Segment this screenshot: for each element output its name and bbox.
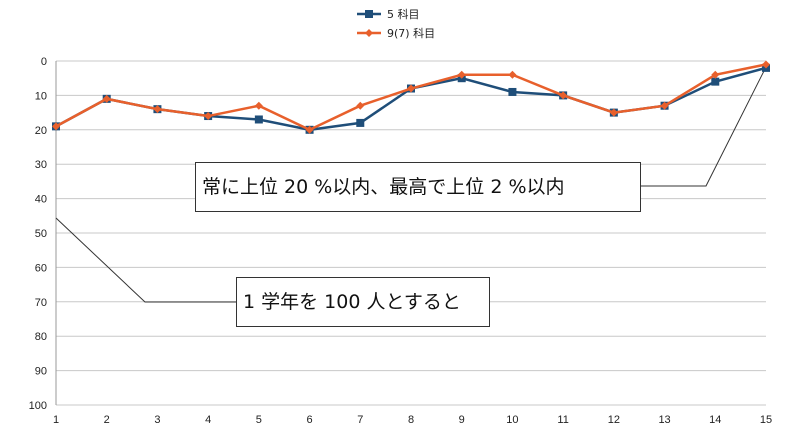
- callout-leader-lines: [55, 66, 767, 303]
- x-tick-label: 6: [307, 414, 313, 426]
- legend-marker: [365, 10, 373, 18]
- data-point: [153, 105, 162, 114]
- x-tick-label: 9: [459, 414, 465, 426]
- data-point: [254, 101, 263, 110]
- data-point: [508, 87, 517, 96]
- legend-label: 5 科目: [387, 7, 420, 21]
- data-point: [711, 77, 720, 86]
- data-point: [356, 101, 365, 110]
- data-point: [609, 108, 618, 117]
- callout-top-ratio: 常に上位 20 %以内、最高で上位 2 %以内: [195, 162, 641, 212]
- data-point: [407, 84, 415, 93]
- x-tick-label: 11: [557, 414, 568, 426]
- y-tick-label: 50: [35, 228, 47, 240]
- y-tick-label: 0: [41, 56, 47, 68]
- y-tick-label: 10: [35, 90, 47, 102]
- x-tick-label: 15: [760, 414, 772, 426]
- x-tick-label: 2: [104, 414, 110, 426]
- x-tick-label: 13: [658, 414, 670, 426]
- legend-label: 9(7) 科目: [387, 26, 435, 40]
- x-axis-ticks: 1 2 3 4 5 6 7 8 9 10 11 12 13 14 15: [53, 414, 772, 426]
- y-tick-label: 80: [35, 331, 47, 343]
- data-point: [711, 70, 720, 79]
- x-tick-label: 5: [256, 414, 262, 426]
- y-tick-label: 40: [35, 194, 47, 206]
- x-tick-label: 4: [205, 414, 211, 426]
- gridlines: [55, 60, 766, 406]
- data-point: [305, 125, 314, 134]
- callout-assumption: 1 学年を 100 人とすると: [236, 277, 490, 327]
- y-tick-label: 20: [35, 125, 47, 137]
- data-point: [762, 60, 770, 69]
- data-point: [508, 70, 517, 79]
- data-point: [356, 118, 365, 127]
- legend: 5 科目 9(7) 科目: [357, 7, 435, 40]
- legend-item: 9(7) 科目: [357, 26, 435, 40]
- series-line: [55, 66, 767, 132]
- data-point: [660, 101, 669, 110]
- x-tick-label: 1: [53, 414, 59, 426]
- x-tick-label: 14: [709, 414, 721, 426]
- callout-2-leader: [55, 217, 236, 303]
- series-line: [55, 63, 767, 132]
- callout-1-leader: [641, 66, 767, 187]
- series-1: [52, 60, 770, 134]
- x-tick-label: 8: [408, 414, 414, 426]
- y-tick-label: 70: [35, 297, 47, 309]
- data-point: [52, 122, 60, 131]
- data-point: [102, 94, 111, 103]
- legend-marker: [365, 29, 373, 37]
- y-tick-label: 100: [29, 400, 47, 412]
- y-tick-label: 90: [35, 366, 47, 378]
- y-tick-label: 60: [35, 262, 47, 274]
- data-point: [254, 115, 263, 124]
- y-tick-label: 30: [35, 159, 47, 171]
- data-point: [204, 112, 213, 121]
- x-tick-label: 7: [357, 414, 363, 426]
- x-tick-label: 10: [506, 414, 518, 426]
- data-point: [457, 70, 466, 79]
- series-layer: [52, 60, 770, 134]
- y-axis-ticks: 0 10 20 30 40 50 60 70 80 90 100: [29, 56, 47, 412]
- legend-item: 5 科目: [357, 7, 420, 21]
- x-tick-label: 12: [608, 414, 620, 426]
- series-0: [52, 63, 770, 134]
- data-point: [559, 91, 568, 100]
- x-tick-label: 3: [154, 414, 160, 426]
